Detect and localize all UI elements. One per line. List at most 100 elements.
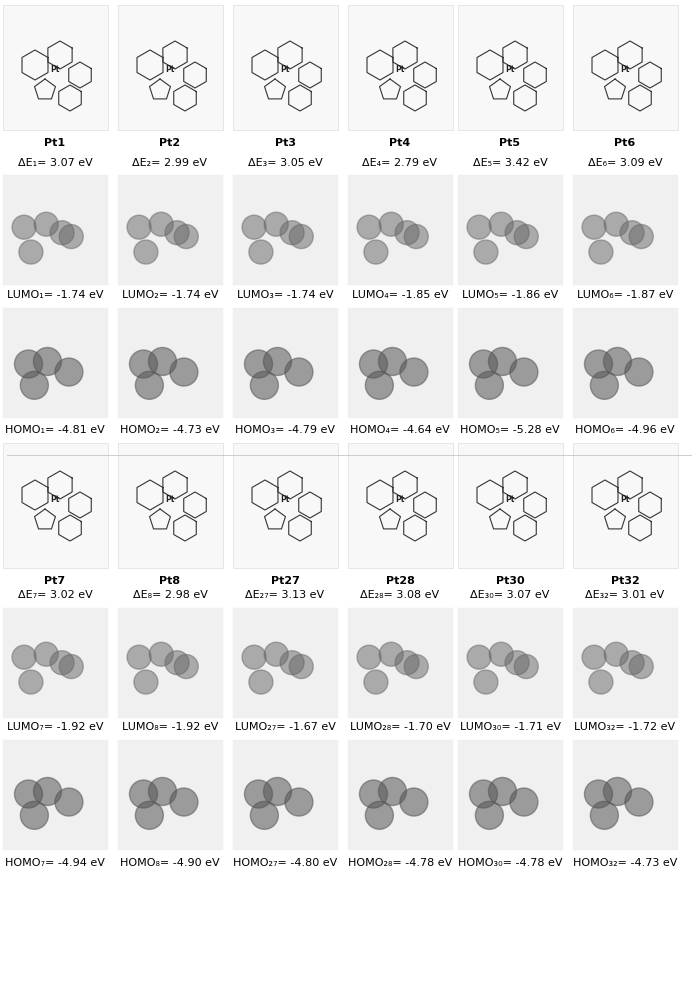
- FancyBboxPatch shape: [3, 5, 107, 130]
- Text: Pt: Pt: [50, 495, 60, 504]
- Text: Pt: Pt: [395, 495, 405, 504]
- Circle shape: [263, 777, 292, 805]
- Circle shape: [50, 221, 74, 245]
- Circle shape: [15, 350, 43, 378]
- FancyBboxPatch shape: [572, 443, 678, 568]
- Circle shape: [251, 371, 279, 399]
- Circle shape: [265, 212, 288, 236]
- FancyBboxPatch shape: [348, 740, 452, 850]
- Circle shape: [604, 212, 628, 236]
- FancyBboxPatch shape: [232, 608, 338, 718]
- Text: LUMO₃₀= -1.71 eV: LUMO₃₀= -1.71 eV: [459, 722, 560, 732]
- Circle shape: [59, 225, 83, 249]
- Text: ΔE₈= 2.98 eV: ΔE₈= 2.98 eV: [133, 590, 207, 600]
- Circle shape: [379, 212, 403, 236]
- Circle shape: [359, 350, 387, 378]
- Circle shape: [629, 225, 653, 249]
- Text: ΔE₅= 3.42 eV: ΔE₅= 3.42 eV: [473, 158, 547, 168]
- Circle shape: [400, 358, 428, 386]
- Text: LUMO₂₈= -1.70 eV: LUMO₂₈= -1.70 eV: [350, 722, 450, 732]
- Circle shape: [365, 801, 394, 829]
- Circle shape: [34, 347, 61, 375]
- Circle shape: [365, 371, 394, 399]
- Text: Pt28: Pt28: [385, 576, 415, 586]
- Circle shape: [467, 215, 491, 239]
- FancyBboxPatch shape: [457, 308, 563, 418]
- Circle shape: [19, 240, 43, 264]
- Circle shape: [285, 788, 313, 816]
- FancyBboxPatch shape: [117, 443, 223, 568]
- Circle shape: [127, 645, 151, 669]
- FancyBboxPatch shape: [232, 175, 338, 285]
- Circle shape: [20, 371, 48, 399]
- FancyBboxPatch shape: [3, 608, 107, 718]
- FancyBboxPatch shape: [572, 175, 678, 285]
- FancyBboxPatch shape: [232, 443, 338, 568]
- Circle shape: [364, 240, 388, 264]
- FancyBboxPatch shape: [3, 308, 107, 418]
- Circle shape: [510, 788, 538, 816]
- Circle shape: [470, 350, 498, 378]
- Circle shape: [165, 651, 189, 675]
- Text: Pt: Pt: [395, 66, 405, 75]
- Circle shape: [475, 801, 503, 829]
- Circle shape: [280, 651, 304, 675]
- Text: HOMO₃₀= -4.78 eV: HOMO₃₀= -4.78 eV: [458, 858, 563, 868]
- Text: ΔE₁= 3.07 eV: ΔE₁= 3.07 eV: [17, 158, 92, 168]
- Circle shape: [400, 788, 428, 816]
- Circle shape: [19, 670, 43, 694]
- FancyBboxPatch shape: [117, 5, 223, 130]
- Circle shape: [625, 788, 653, 816]
- Circle shape: [34, 642, 58, 666]
- Circle shape: [149, 347, 177, 375]
- Circle shape: [514, 655, 538, 679]
- FancyBboxPatch shape: [348, 608, 452, 718]
- Text: HOMO₁= -4.81 eV: HOMO₁= -4.81 eV: [5, 425, 105, 435]
- FancyBboxPatch shape: [572, 5, 678, 130]
- Circle shape: [251, 801, 279, 829]
- FancyBboxPatch shape: [3, 443, 107, 568]
- Circle shape: [34, 212, 58, 236]
- Circle shape: [591, 801, 618, 829]
- Circle shape: [625, 358, 653, 386]
- Circle shape: [59, 655, 83, 679]
- Circle shape: [505, 651, 529, 675]
- Circle shape: [149, 212, 173, 236]
- Circle shape: [489, 642, 513, 666]
- FancyBboxPatch shape: [232, 5, 338, 130]
- Circle shape: [165, 221, 189, 245]
- FancyBboxPatch shape: [348, 175, 452, 285]
- Circle shape: [242, 215, 266, 239]
- Text: Pt: Pt: [621, 66, 630, 75]
- Circle shape: [149, 642, 173, 666]
- Text: HOMO₃₂= -4.73 eV: HOMO₃₂= -4.73 eV: [573, 858, 677, 868]
- Circle shape: [242, 645, 266, 669]
- FancyBboxPatch shape: [457, 175, 563, 285]
- Circle shape: [50, 651, 74, 675]
- Text: Pt: Pt: [50, 66, 60, 75]
- Circle shape: [629, 655, 653, 679]
- Circle shape: [357, 645, 381, 669]
- FancyBboxPatch shape: [232, 740, 338, 850]
- Circle shape: [135, 371, 163, 399]
- Circle shape: [170, 788, 198, 816]
- Circle shape: [604, 777, 632, 805]
- FancyBboxPatch shape: [117, 308, 223, 418]
- Circle shape: [584, 350, 612, 378]
- Circle shape: [12, 645, 36, 669]
- Circle shape: [475, 371, 503, 399]
- Circle shape: [134, 240, 158, 264]
- Circle shape: [510, 358, 538, 386]
- FancyBboxPatch shape: [457, 443, 563, 568]
- Circle shape: [589, 670, 613, 694]
- Circle shape: [489, 347, 517, 375]
- Circle shape: [364, 670, 388, 694]
- Circle shape: [170, 358, 198, 386]
- Text: ΔE₄= 2.79 eV: ΔE₄= 2.79 eV: [362, 158, 438, 168]
- Circle shape: [289, 225, 313, 249]
- Circle shape: [620, 651, 644, 675]
- Circle shape: [130, 780, 158, 808]
- Circle shape: [404, 655, 429, 679]
- Circle shape: [12, 215, 36, 239]
- Text: Pt: Pt: [165, 66, 174, 75]
